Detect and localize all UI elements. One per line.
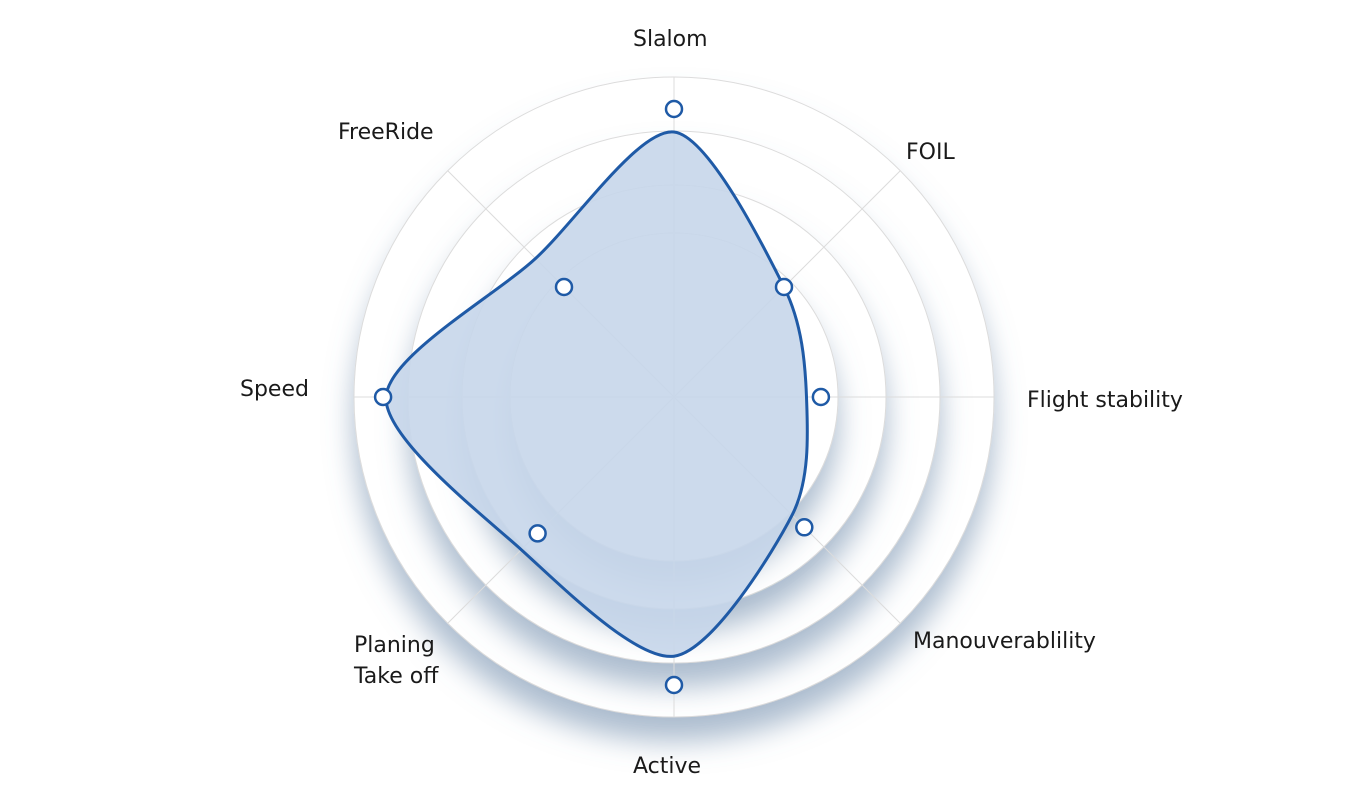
data-area-outline — [384, 130, 809, 658]
data-point-7 — [373, 387, 393, 407]
axis-label-planing-take-off: Planing Take off — [354, 633, 439, 689]
data-markers — [373, 99, 831, 695]
axis-label-active: Active — [633, 754, 702, 779]
axis-label-speed: Speed — [240, 377, 309, 402]
data-point-4 — [795, 518, 814, 537]
data-area-fill — [385, 131, 808, 657]
data-point-3 — [811, 387, 831, 407]
data-point-6 — [528, 524, 547, 543]
axis-label-flight-stability: Flight stability — [1027, 388, 1183, 413]
data-point-5 — [664, 675, 684, 695]
axis-label-freeride: FreeRide — [338, 120, 434, 145]
axis-label-manouverablility: Manouverablility — [913, 629, 1096, 654]
data-point-2 — [774, 277, 794, 297]
axis-label-slalom: Slalom — [633, 27, 708, 52]
data-point-8 — [554, 277, 574, 297]
data-point-1 — [664, 99, 684, 119]
axis-label-foil: FOIL — [906, 140, 955, 165]
data-polygon-layer — [384, 130, 809, 658]
